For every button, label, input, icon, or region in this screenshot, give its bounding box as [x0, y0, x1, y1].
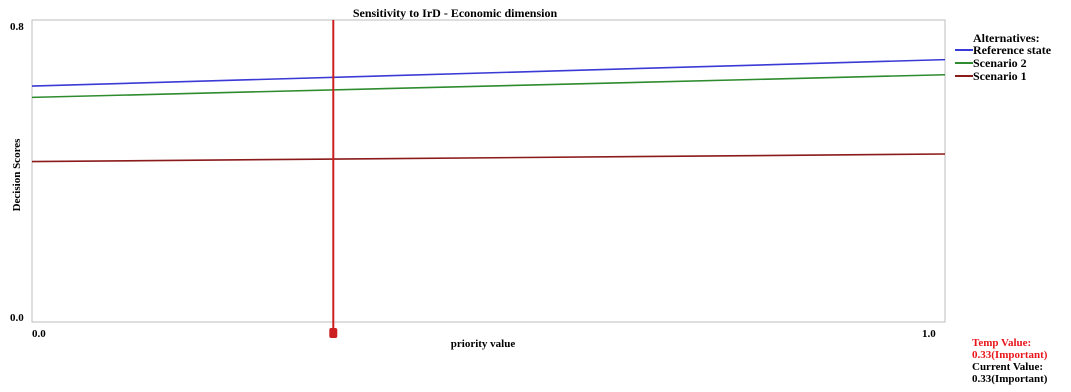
series-line-scenario-2: [31, 73, 946, 99]
current-value: 0.33(Important): [972, 373, 1048, 385]
plot-area: [31, 19, 946, 323]
series-line-reference-state: [31, 58, 946, 87]
x-tick-label-right: 1.0: [922, 328, 936, 340]
legend-title: Alternatives:: [973, 31, 1040, 45]
y-tick-label-bottom: 0.0: [10, 312, 24, 324]
y-axis-label: Decision Scores: [11, 138, 23, 212]
temp-value-label: Temp Value:: [972, 337, 1032, 349]
current-value-label: Current Value:: [972, 361, 1043, 373]
series-line-scenario-1: [31, 153, 946, 163]
priority-marker-handle[interactable]: [329, 328, 338, 338]
y-tick-label-top: 0.8: [10, 21, 24, 33]
x-tick-label-left: 0.0: [32, 328, 46, 340]
value-panel: Temp Value: 0.33(Important) Current Valu…: [972, 337, 1047, 385]
legend-label-scenario-2: Scenario 2: [973, 56, 1027, 70]
temp-value: 0.33(Important): [972, 349, 1048, 361]
chart-title: Sensitivity to IrD - Economic dimension: [353, 6, 558, 20]
legend-label-scenario-1: Scenario 1: [973, 69, 1027, 83]
x-axis-label: priority value: [451, 338, 516, 350]
legend-label-reference-state: Reference state: [973, 43, 1052, 57]
series-group: [31, 58, 946, 163]
